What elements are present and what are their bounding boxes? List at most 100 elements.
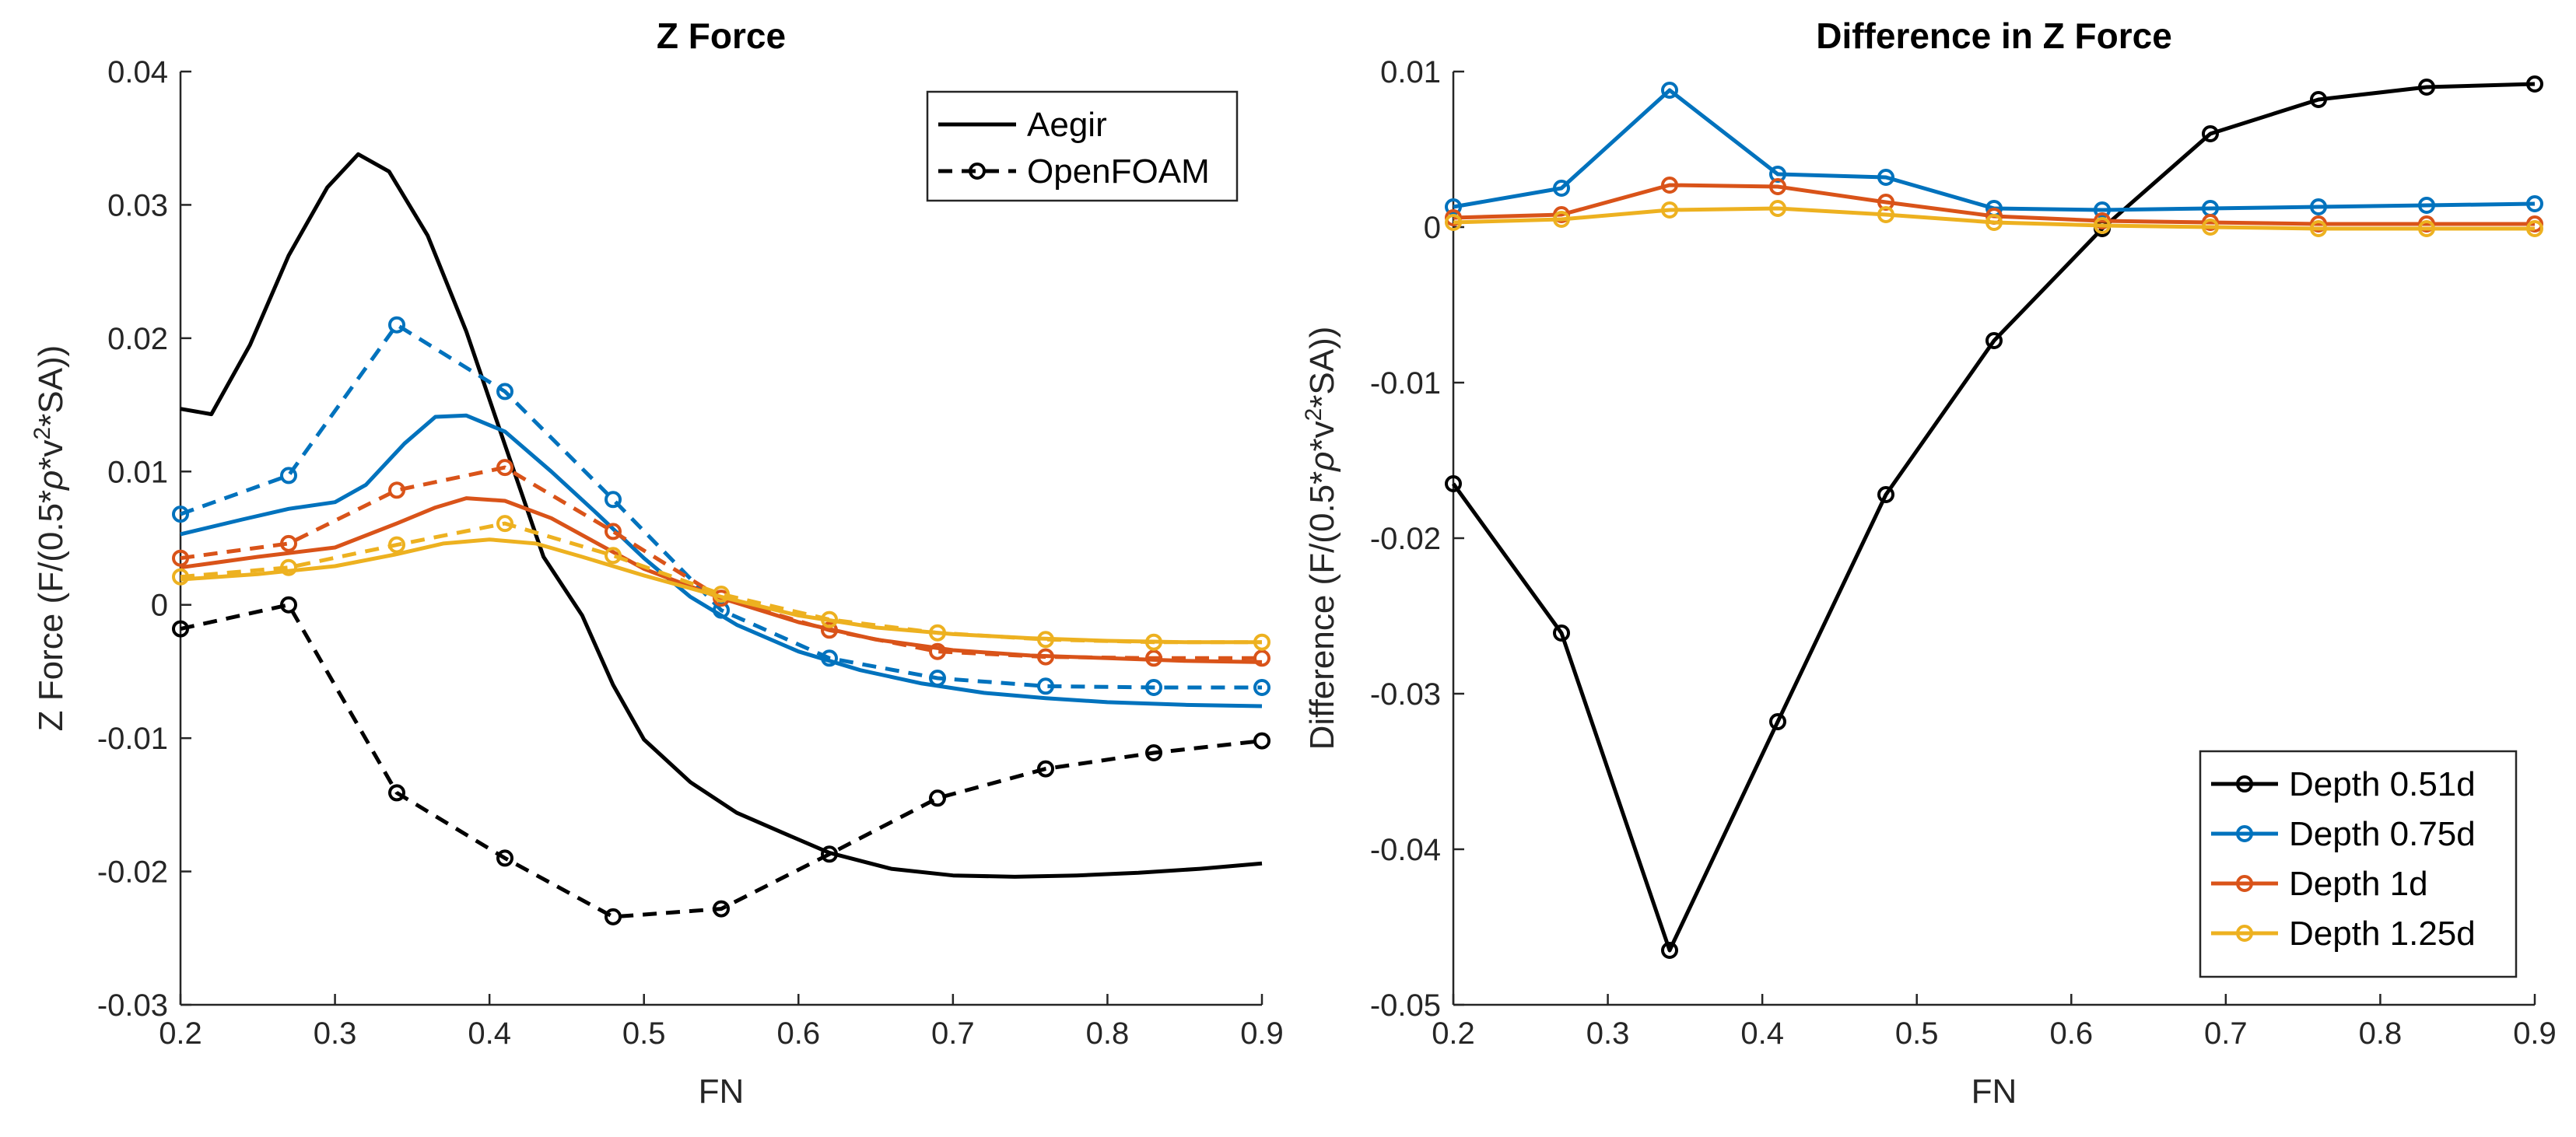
plot-area xyxy=(1445,75,2543,959)
data-point xyxy=(2418,197,2435,214)
series-line xyxy=(172,596,1270,925)
data-point xyxy=(605,491,622,509)
data-point xyxy=(1145,649,1162,667)
data-point xyxy=(280,467,297,485)
x-tick-label: 0.5 xyxy=(1895,1016,1939,1051)
x-tick-label: 0.4 xyxy=(1740,1016,1784,1051)
data-point xyxy=(1661,177,1678,194)
y-axis-label-part: *SA)) xyxy=(32,345,70,427)
legend-label: Depth 1.25d xyxy=(2289,915,2476,953)
x-tick-label: 0.7 xyxy=(931,1016,975,1051)
legend: Depth 0.51d Depth 0.75d Depth 1d Depth 1.25… xyxy=(2199,750,2518,978)
data-point xyxy=(2094,217,2111,234)
legend-marker xyxy=(2236,875,2253,892)
x-tick-label: 0.4 xyxy=(468,1016,511,1051)
x-tick-label: 0.3 xyxy=(314,1016,357,1051)
y-tick-label: -0.03 xyxy=(1370,677,1441,712)
series-line xyxy=(172,459,1270,667)
legend-marker xyxy=(969,163,986,180)
data-point xyxy=(929,642,946,660)
y-tick-label: 0.02 xyxy=(107,322,168,356)
y-axis-label-part: Difference (F/(0.5* xyxy=(1303,471,1341,750)
data-point xyxy=(1661,942,1678,959)
y-tick-label: -0.03 xyxy=(97,988,168,1023)
data-point xyxy=(713,601,730,619)
legend: Aegir OpenFOAM xyxy=(926,90,1239,202)
series-line xyxy=(180,152,1263,879)
data-point xyxy=(172,506,189,523)
plot-area xyxy=(172,152,1270,925)
chart-1: Z Force 0.2 0.3 0.4 0.5 0.6 0.7 0.8 0.9 -0.03 -0.0… xyxy=(30,16,1284,1111)
y-axis-label: Z Force (F/(0.5*ρ*v2*SA)) xyxy=(30,345,71,732)
data-point xyxy=(1769,200,1786,217)
series-path xyxy=(1453,206,2535,231)
chart-2: Difference in Z Force 0.2 0.3 0.4 0.5 0.6 0.7 0… xyxy=(1301,16,2557,1111)
y-axis-label-superscript: 2 xyxy=(1301,408,1327,422)
data-point xyxy=(1145,744,1162,761)
y-axis-label-part: *v xyxy=(32,439,70,470)
data-point xyxy=(1253,732,1270,750)
x-tick-label: 0.5 xyxy=(622,1016,666,1051)
x-tick-label: 0.3 xyxy=(1586,1016,1630,1051)
data-point xyxy=(1445,214,1462,231)
x-tick-label: 0.7 xyxy=(2204,1016,2248,1051)
data-point xyxy=(1877,206,1894,223)
data-point xyxy=(1553,211,1570,228)
y-tick-label: -0.05 xyxy=(1370,988,1441,1023)
data-point xyxy=(496,515,513,533)
legend-entry: Depth 0.51d xyxy=(2211,765,2476,803)
series-path xyxy=(180,152,1263,879)
chart-title: Z Force xyxy=(657,16,786,56)
y-axis-label: Difference (F/(0.5*ρ*v2*SA)) xyxy=(1301,327,1342,750)
data-point xyxy=(821,649,838,667)
data-point xyxy=(1769,178,1786,195)
data-point xyxy=(2418,79,2435,96)
data-point xyxy=(388,481,405,499)
y-tick-label: 0 xyxy=(1424,211,1441,245)
chart-title: Difference in Z Force xyxy=(1816,16,2172,56)
legend-box xyxy=(926,90,1239,202)
data-point xyxy=(821,845,838,863)
series-line xyxy=(172,515,1270,651)
data-point xyxy=(821,621,838,639)
x-tick-label: 0.6 xyxy=(2049,1016,2093,1051)
series-line xyxy=(1445,75,2543,959)
y-axis-label-part: Z Force (F/(0.5* xyxy=(32,490,70,732)
data-point xyxy=(172,549,189,567)
data-point xyxy=(2418,220,2435,237)
data-point xyxy=(496,459,513,477)
legend-box xyxy=(2199,750,2518,978)
series-path xyxy=(180,496,1263,664)
data-point xyxy=(1553,180,1570,197)
y-axis-label-part: ρ xyxy=(1303,452,1341,473)
data-point xyxy=(929,624,946,642)
y-tick-label: -0.02 xyxy=(97,855,168,890)
x-tick-label: 0.2 xyxy=(159,1016,202,1051)
data-point xyxy=(713,586,730,603)
data-point xyxy=(821,610,838,628)
series-line xyxy=(1445,82,2543,219)
x-axis-label: FN xyxy=(1971,1072,2017,1111)
legend-entry: Depth 1.25d xyxy=(2211,915,2476,953)
data-point xyxy=(496,849,513,867)
y-axis-label-part: ρ xyxy=(32,471,70,492)
y-tick-label: 0.01 xyxy=(107,455,168,489)
data-point xyxy=(280,534,297,552)
data-point xyxy=(388,784,405,802)
data-point xyxy=(929,789,946,807)
data-point xyxy=(1037,631,1054,649)
data-point xyxy=(1145,679,1162,696)
data-point xyxy=(2310,91,2327,108)
data-point xyxy=(1445,475,1462,492)
x-tick-label: 0.9 xyxy=(1240,1016,1284,1051)
legend-entry: Depth 1d xyxy=(2211,865,2428,903)
series-path xyxy=(180,323,1262,690)
y-tick-label: 0 xyxy=(151,589,168,623)
legend-label: Depth 1d xyxy=(2289,865,2428,903)
y-tick-label: -0.04 xyxy=(1370,833,1441,867)
legend-marker xyxy=(2236,825,2253,842)
series-line xyxy=(180,496,1263,664)
legend-label: Aegir xyxy=(1027,106,1107,144)
data-point xyxy=(388,316,405,334)
